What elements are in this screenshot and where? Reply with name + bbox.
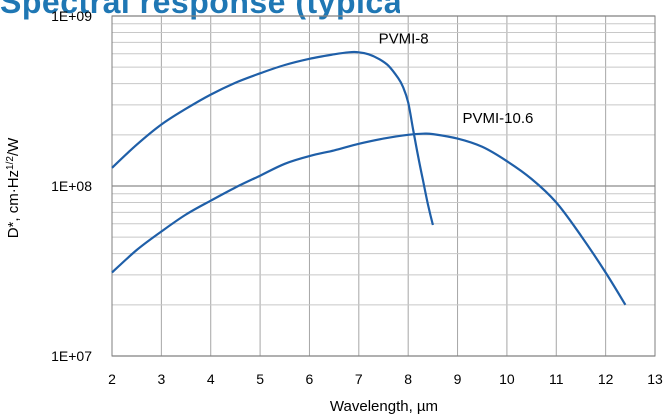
x-tick-label: 12 <box>598 371 614 387</box>
grid <box>111 15 656 357</box>
series-line-1 <box>111 50 434 226</box>
x-tick-label: 7 <box>355 371 363 387</box>
series-layer: PVMI-8 PVMI-10.6 <box>111 30 627 306</box>
y-tick-label: 1E+09 <box>51 8 92 24</box>
y-axis-title-sup: 1/2 <box>5 156 16 170</box>
x-tick-label: 8 <box>404 371 412 387</box>
x-tick-label: 2 <box>108 371 116 387</box>
x-tick-label: 5 <box>256 371 264 387</box>
y-tick-label: 1E+07 <box>51 348 92 364</box>
x-tick-label: 4 <box>207 371 215 387</box>
y-axis-title-tail: /W <box>5 137 22 156</box>
x-tick-label: 10 <box>499 371 515 387</box>
x-tick-label: 3 <box>157 371 165 387</box>
plot-frame <box>111 15 656 357</box>
x-axis-title: Wavelength, µm <box>330 398 438 415</box>
series-line-2 <box>111 132 627 306</box>
series-label-1: PVMI-8 <box>379 30 429 47</box>
series-label-2: PVMI-10.6 <box>462 110 533 127</box>
x-tick-label: 6 <box>306 371 314 387</box>
page-title-clip: Spectral response (typical) <box>0 0 400 20</box>
x-tick-label: 13 <box>647 371 663 387</box>
x-tick-labels: 2 3 4 5 6 7 8 9 10 11 12 13 <box>108 371 663 387</box>
y-tick-label: 1E+08 <box>51 178 92 194</box>
page-title: Spectral response (typical) <box>0 0 400 20</box>
x-tick-label: 11 <box>549 371 564 387</box>
plot-border <box>111 15 656 357</box>
x-tick-label: 9 <box>454 371 462 387</box>
y-axis-title-main: D*, cm·Hz <box>5 170 22 238</box>
y-axis-title: D*, cm·Hz1/2/W <box>5 137 23 238</box>
y-tick-labels: 1E+07 1E+08 1E+09 <box>51 8 92 364</box>
